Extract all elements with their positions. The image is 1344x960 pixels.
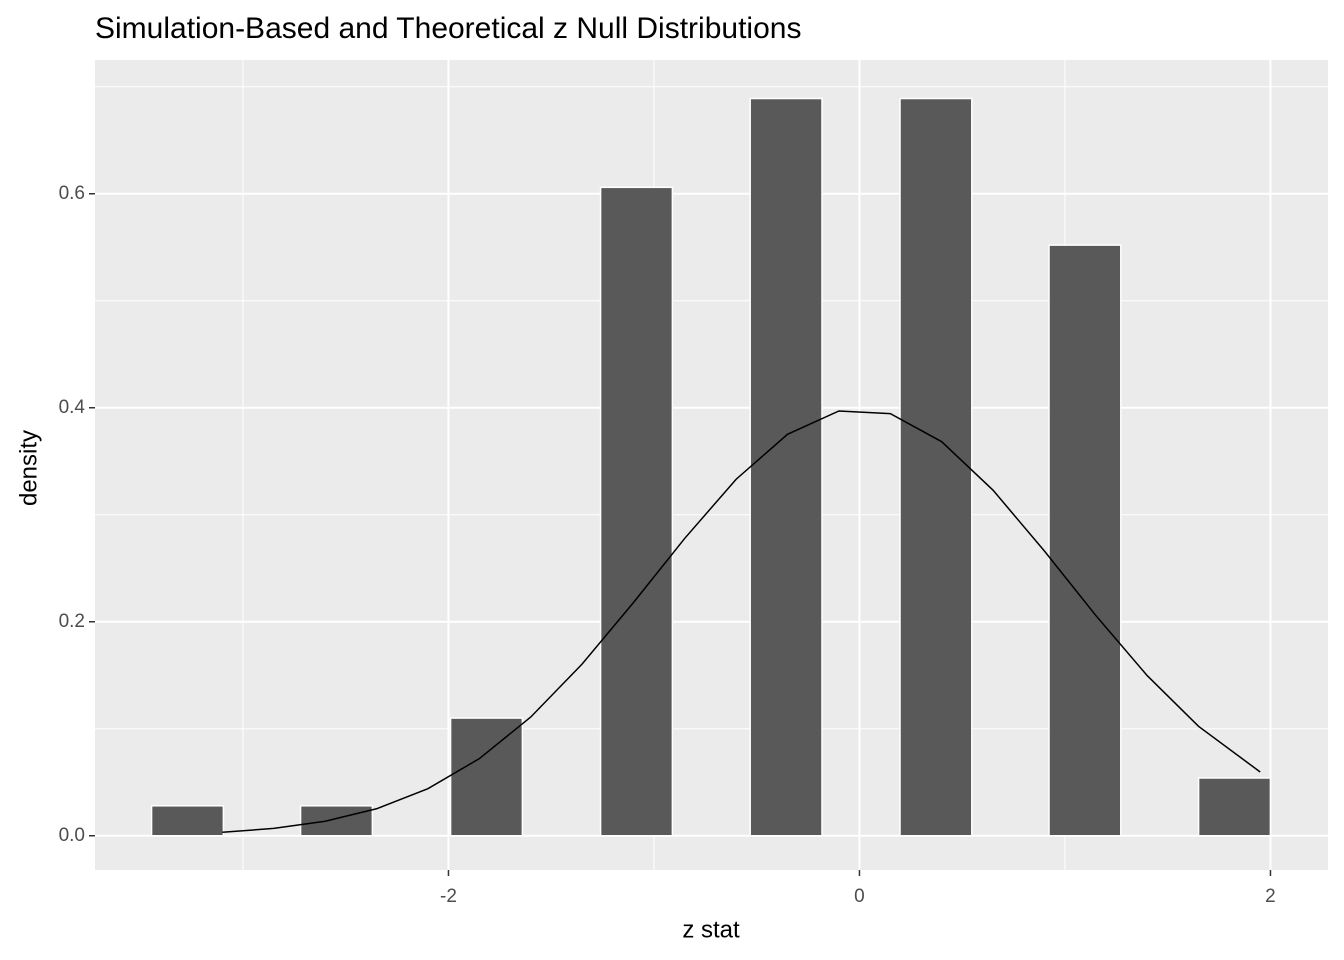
chart-title: Simulation-Based and Theoretical z Null … bbox=[95, 12, 801, 45]
bar bbox=[599, 186, 674, 837]
bar bbox=[899, 97, 973, 837]
x-tick-label: 0 bbox=[854, 886, 865, 907]
bar bbox=[749, 97, 823, 837]
bar bbox=[150, 805, 225, 837]
y-tick-label: 0.6 bbox=[59, 183, 85, 204]
y-axis-title: density bbox=[15, 430, 42, 506]
panel bbox=[95, 60, 1328, 870]
bar bbox=[1197, 777, 1272, 837]
x-tick-label: -2 bbox=[440, 886, 457, 907]
bar bbox=[449, 717, 524, 837]
y-tick-label: 0.4 bbox=[59, 397, 86, 418]
x-tick-label: 2 bbox=[1265, 886, 1276, 907]
bar bbox=[1048, 244, 1122, 837]
y-tick-label: 0.2 bbox=[59, 611, 85, 632]
bar bbox=[299, 805, 374, 837]
marks bbox=[150, 97, 1272, 837]
x-axis-title: z stat bbox=[682, 916, 740, 943]
y-tick-label: 0.0 bbox=[59, 825, 85, 846]
density-curve bbox=[222, 410, 1261, 834]
